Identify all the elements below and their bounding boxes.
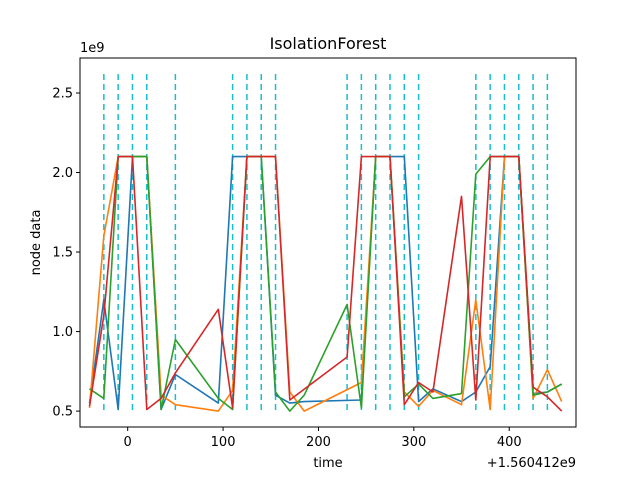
series-line-3	[88, 155, 563, 412]
y-tick-label-0: 0.5	[52, 405, 73, 420]
x-offset-label: +1.560412e9	[487, 456, 576, 471]
series-layer	[88, 155, 563, 412]
x-axis-label: time	[313, 456, 342, 471]
x-tick-label-0: 0	[124, 435, 132, 450]
chart-title: IsolationForest	[270, 34, 387, 53]
y-scale-label: 1e9	[80, 41, 105, 56]
y-tick-label-1: 1.0	[52, 325, 73, 340]
x-tick-label-4: 400	[497, 435, 522, 450]
y-tick-label-2: 1.5	[52, 246, 73, 261]
y-tick-label-4: 2.5	[52, 86, 73, 101]
y-tick-label-3: 2.0	[52, 166, 73, 181]
x-tick-label-3: 300	[401, 435, 426, 450]
x-tick-label-1: 100	[211, 435, 236, 450]
x-tick-label-2: 200	[306, 435, 331, 450]
y-axis: 0.5 1.0 1.5 2.0 2.5	[52, 86, 80, 420]
x-axis: 0 100 200 300 400	[124, 427, 522, 450]
y-axis-label: node data	[29, 210, 44, 276]
axes-frame	[79, 57, 577, 428]
plot-area	[103, 74, 549, 410]
